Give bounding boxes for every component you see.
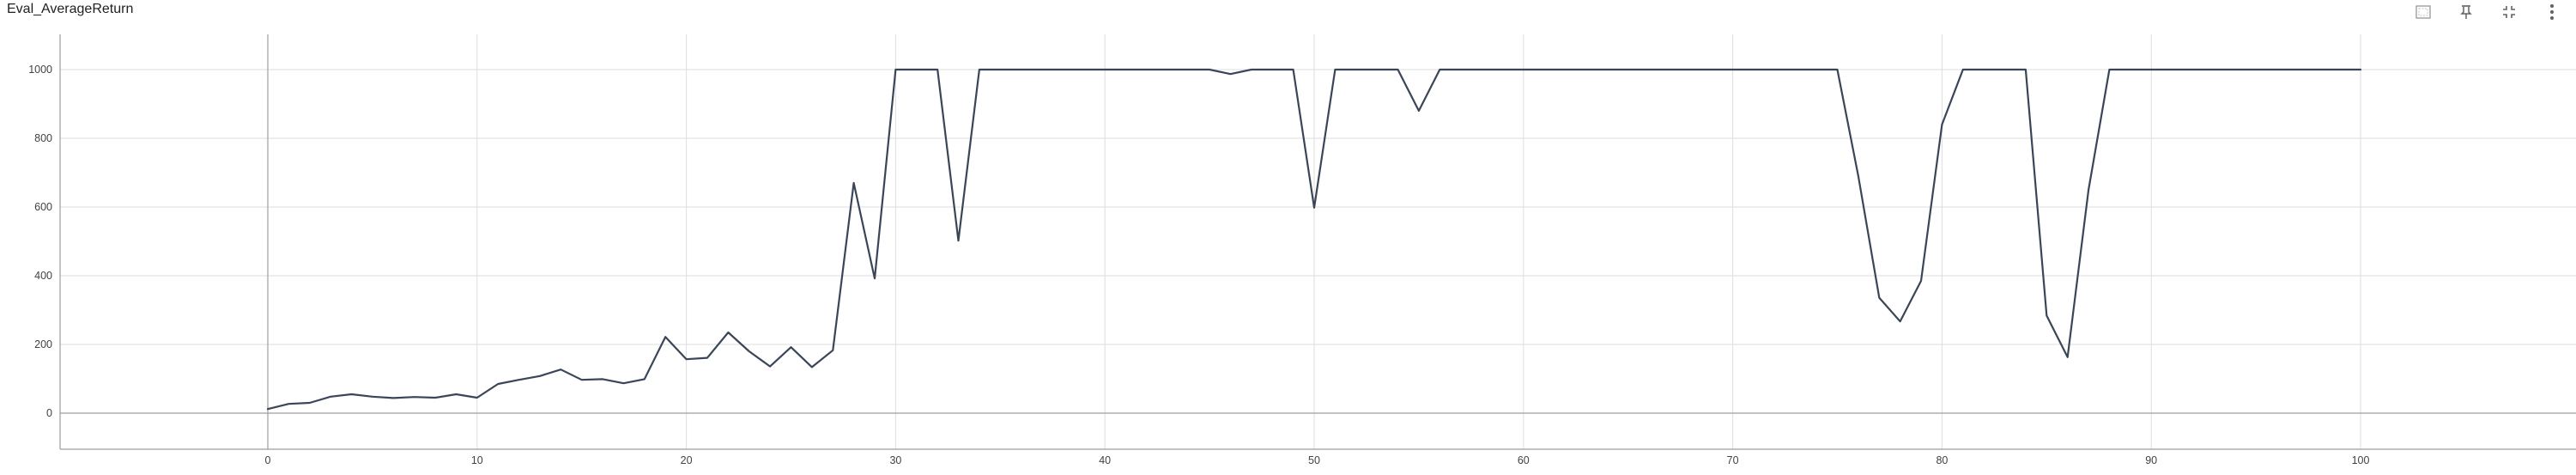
x-tick-label-70: 70 [1727, 454, 1739, 466]
x-tick-label-20: 20 [681, 454, 693, 466]
y-tick-label-600: 600 [34, 201, 52, 213]
expand-chart-button[interactable] [2411, 0, 2435, 24]
chart-title: Eval_AverageReturn [7, 2, 134, 16]
y-tick-label-400: 400 [34, 270, 52, 282]
y-tick-label-800: 800 [34, 132, 52, 144]
fit-domain-icon [2503, 6, 2515, 18]
x-tick-label-40: 40 [1099, 454, 1111, 466]
x-tick-label-80: 80 [1936, 454, 1948, 466]
more-vert-icon [2550, 4, 2554, 20]
y-tick-label-1000: 1000 [28, 64, 52, 76]
expand-chart-icon [2415, 5, 2431, 19]
x-axis-tick-labels: 0 10 20 30 40 50 60 70 80 90 100 [265, 454, 2370, 466]
grid-lines [60, 34, 2576, 449]
x-tick-label-0: 0 [265, 454, 271, 466]
x-tick-label-60: 60 [1518, 454, 1530, 466]
fit-domain-button[interactable] [2497, 0, 2521, 24]
chart-toolbar [2404, 0, 2576, 24]
y-tick-label-200: 200 [34, 338, 52, 350]
y-axis-tick-labels: 0 200 400 600 800 1000 [28, 64, 52, 419]
more-options-button[interactable] [2540, 0, 2564, 24]
axes [59, 34, 2576, 450]
x-tick-label-90: 90 [2145, 454, 2157, 466]
x-tick-label-10: 10 [471, 454, 483, 466]
x-tick-label-100: 100 [2352, 454, 2370, 466]
x-tick-label-30: 30 [889, 454, 901, 466]
pin-icon [2460, 5, 2472, 19]
pin-button[interactable] [2454, 0, 2478, 24]
series-layer [266, 68, 2362, 411]
y-tick-label-0: 0 [46, 407, 52, 419]
x-tick-label-50: 50 [1308, 454, 1320, 466]
series-line-0[interactable] [266, 68, 2362, 411]
